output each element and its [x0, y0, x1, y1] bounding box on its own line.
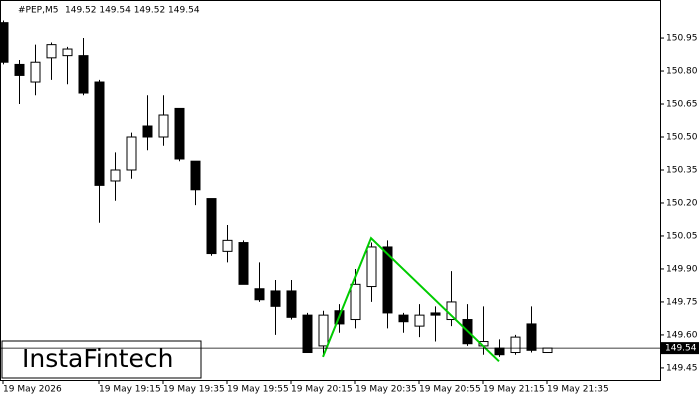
chart-title: #PEP,M5	[18, 6, 58, 16]
y-tick-label: 149.60	[666, 330, 698, 340]
candle-body	[494, 347, 505, 356]
candle-body	[542, 347, 553, 354]
candle-body	[94, 81, 105, 186]
candle-body	[270, 290, 281, 307]
current-price-label: 149.54	[665, 344, 697, 354]
x-tick-label: 19 May 21:15	[483, 385, 545, 395]
candle-body	[350, 283, 361, 321]
candle-body	[126, 136, 137, 171]
candle-body	[62, 48, 73, 57]
y-tick-label: 150.80	[666, 67, 698, 77]
candle-body	[222, 239, 233, 252]
candle-body	[78, 55, 89, 94]
y-tick-label: 149.75	[666, 297, 698, 307]
x-tick-label: 19 May 19:55	[227, 385, 289, 395]
candle-body	[254, 288, 265, 301]
x-tick-label: 19 May 20:55	[419, 385, 481, 395]
candle-body	[30, 61, 41, 83]
y-tick-label: 150.35	[666, 165, 698, 175]
candle-body	[430, 312, 441, 316]
candle-body	[110, 169, 121, 182]
y-tick-label: 149.45	[666, 363, 698, 373]
y-tick-label: 150.50	[666, 133, 698, 143]
pattern-line	[322, 236, 500, 363]
candle-body	[510, 336, 521, 354]
candle-body	[142, 125, 153, 138]
candle-body	[190, 160, 201, 191]
candle-body	[302, 314, 313, 354]
candle-body	[286, 290, 297, 318]
candle-body	[366, 246, 377, 288]
x-tick-label: 19 May 20:15	[291, 385, 353, 395]
plot-frame	[0, 0, 661, 381]
candle-body	[318, 314, 329, 347]
candle-body	[158, 114, 169, 138]
x-tick-label: 19 May 19:35	[163, 385, 225, 395]
current-price-box	[661, 342, 699, 355]
candle-body	[238, 242, 249, 285]
x-tick-label: 19 May 2026	[3, 385, 62, 395]
x-tick-label: 19 May 20:35	[355, 385, 417, 395]
y-tick-label: 150.20	[666, 198, 698, 208]
ohlc-label: 149.52 149.54 149.52 149.54	[65, 6, 200, 16]
y-tick-label: 149.90	[666, 264, 698, 274]
candle-body	[526, 323, 537, 351]
candle-body	[174, 107, 185, 160]
candle-body	[382, 246, 393, 314]
candle-body	[206, 198, 217, 255]
x-tick-label: 19 May 19:15	[99, 385, 161, 395]
y-tick-label: 150.95	[666, 34, 698, 44]
candle-body	[398, 314, 409, 323]
logo-box	[1, 340, 202, 379]
candle-body	[46, 44, 57, 59]
candle-body	[0, 22, 9, 63]
x-tick-label: 19 May 21:35	[547, 385, 609, 395]
y-tick-label: 150.05	[666, 231, 698, 241]
candle-body	[414, 314, 425, 327]
y-tick-label: 150.65	[666, 100, 698, 110]
candle-body	[14, 63, 25, 76]
logo: InstaFintech	[22, 344, 174, 373]
